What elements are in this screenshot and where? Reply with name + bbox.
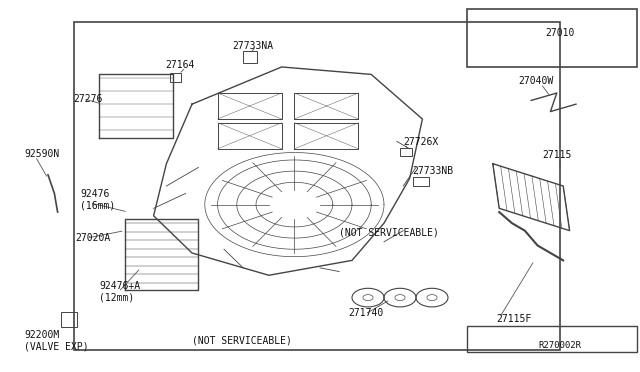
Text: 92590N: 92590N	[24, 150, 60, 159]
Text: 27020A: 27020A	[76, 233, 111, 243]
Bar	[74, 22, 560, 350]
Bar	[170, 73, 181, 82]
Text: 271740: 271740	[349, 308, 384, 318]
Bar	[467, 9, 637, 67]
Bar	[413, 177, 429, 186]
Text: 92476
(16mm): 92476 (16mm)	[80, 189, 115, 211]
Text: (NOT SERVICEABLE): (NOT SERVICEABLE)	[339, 228, 439, 237]
Text: 27040W: 27040W	[518, 76, 554, 86]
Bar	[467, 326, 637, 352]
Text: (NOT SERVICEABLE): (NOT SERVICEABLE)	[192, 336, 292, 345]
Text: 92476+A
(12mm): 92476+A (12mm)	[99, 281, 140, 303]
Text: 27733NA: 27733NA	[232, 41, 273, 51]
Text: 27733NB: 27733NB	[413, 166, 454, 176]
Text: R270002R: R270002R	[538, 341, 582, 350]
Text: 27726X: 27726X	[403, 137, 438, 147]
Bar	[61, 312, 77, 327]
Bar	[243, 51, 257, 63]
Text: 27115F: 27115F	[496, 314, 531, 324]
Bar	[400, 148, 412, 156]
Text: 92200M
(VALVE EXP): 92200M (VALVE EXP)	[24, 330, 89, 351]
Text: 27276: 27276	[74, 94, 103, 103]
Text: 27010: 27010	[545, 29, 575, 38]
Text: 27115: 27115	[542, 150, 572, 160]
Text: 27164: 27164	[166, 60, 195, 70]
